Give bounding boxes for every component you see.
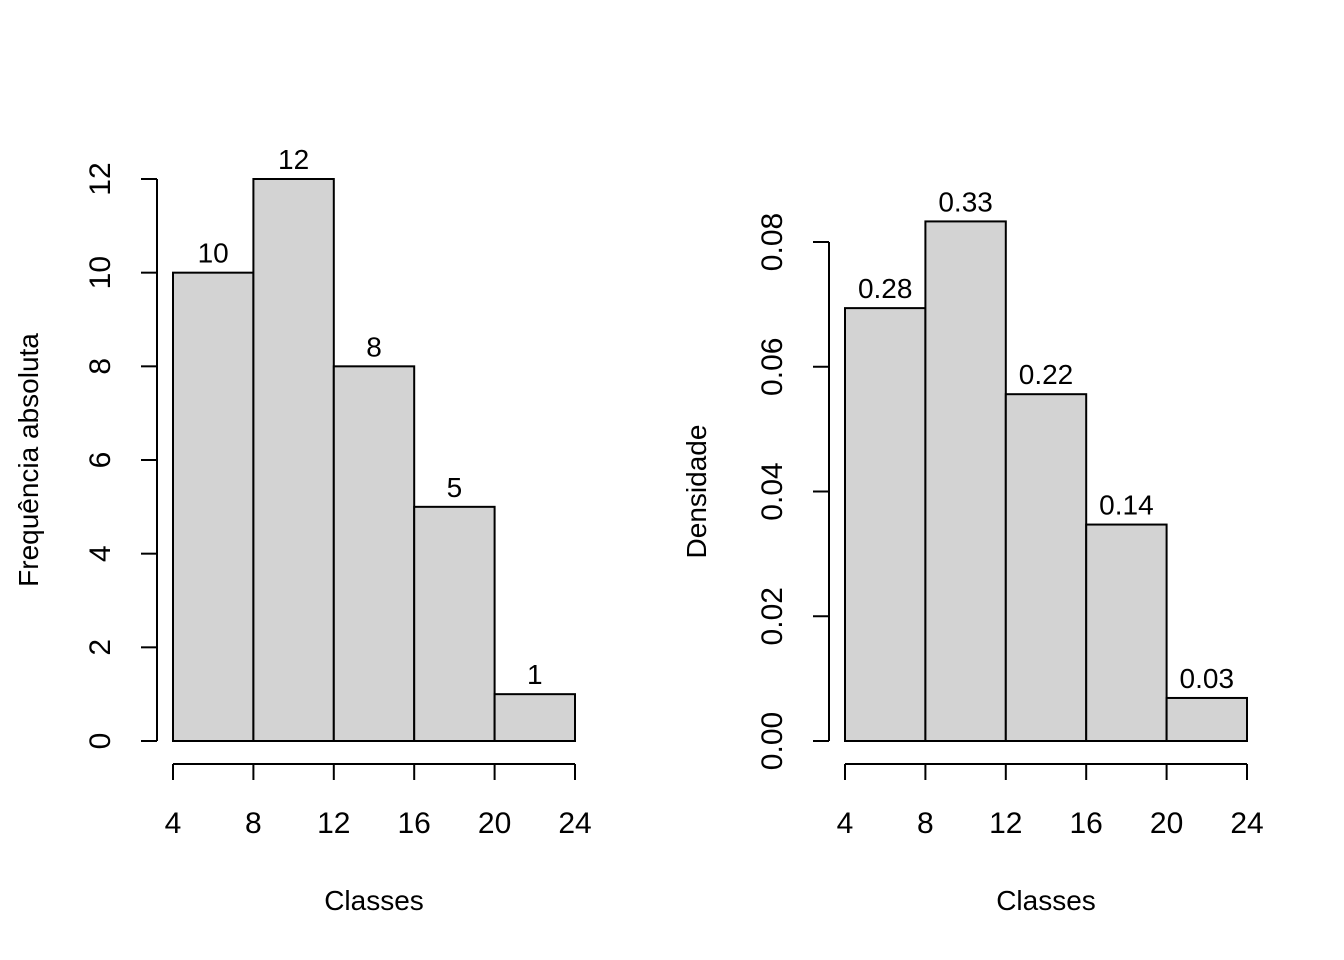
- bar-value-label: 0.14: [1099, 490, 1154, 521]
- density-histogram-panel: 0.28 0.33 0.22 0.14 0.03 0.00 0.02 0.04 0.06 0.08…: [681, 186, 1264, 916]
- histogram-bar: [1004, 393, 1088, 742]
- y-tick-label: 8: [84, 358, 117, 375]
- x-tick-label: 20: [478, 807, 511, 840]
- bar-value-label: 0.03: [1180, 663, 1235, 694]
- y-axis-title: Densidade: [681, 425, 712, 559]
- histogram-bar: [924, 220, 1007, 742]
- x-tick-label: 12: [317, 807, 350, 840]
- y-tick-label: 0.06: [756, 338, 789, 396]
- x-tick-label: 4: [165, 807, 182, 840]
- histogram-bar: [172, 271, 255, 742]
- x-tick-label: 24: [1230, 807, 1263, 840]
- histogram-bar: [493, 693, 577, 743]
- y-tick-label: 2: [84, 639, 117, 656]
- x-tick-label: 24: [558, 807, 591, 840]
- y-tick-label: 12: [84, 162, 117, 195]
- x-tick-label: 8: [917, 807, 934, 840]
- x-tick-label: 12: [989, 807, 1022, 840]
- bar-value-label: 0.33: [938, 186, 993, 217]
- y-tick-label: 4: [84, 545, 117, 562]
- y-tick-label: 6: [84, 452, 117, 469]
- bar-value-label: 10: [198, 238, 229, 269]
- bar-value-label: 0.22: [1019, 359, 1074, 390]
- bar-value-label: 8: [366, 331, 382, 362]
- bar-value-label: 12: [278, 144, 309, 175]
- x-axis-title: Classes: [996, 885, 1096, 916]
- histogram-bar: [413, 505, 496, 743]
- histogram-bar: [252, 178, 335, 742]
- x-tick-label: 16: [398, 807, 431, 840]
- y-tick-label: 0.08: [756, 213, 789, 271]
- histogram-bar: [844, 307, 927, 742]
- y-tick-label: 0: [84, 733, 117, 750]
- y-tick-label: 10: [84, 256, 117, 289]
- x-tick-label: 4: [837, 807, 854, 840]
- x-axis-title: Classes: [324, 885, 424, 916]
- histogram-bar: [1165, 696, 1248, 742]
- x-tick-label: 20: [1150, 807, 1183, 840]
- x-tick-label: 8: [245, 807, 262, 840]
- y-tick-label: 0.00: [756, 712, 789, 770]
- x-tick-label: 16: [1070, 807, 1103, 840]
- bar-value-label: 1: [527, 659, 543, 690]
- histogram-bar: [332, 365, 416, 742]
- bar-value-label: 0.28: [858, 273, 913, 304]
- histogram-bar: [1085, 523, 1168, 743]
- bar-value-label: 5: [447, 472, 463, 503]
- y-tick-label: 0.02: [756, 587, 789, 645]
- y-axis-title: Frequência absoluta: [13, 333, 44, 587]
- y-tick-label: 0.04: [756, 462, 789, 520]
